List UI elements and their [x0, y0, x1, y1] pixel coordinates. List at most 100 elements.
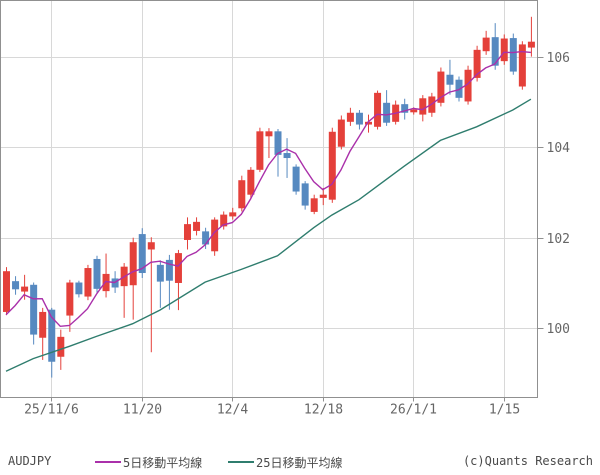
candle — [184, 217, 191, 250]
candle-body — [365, 121, 372, 125]
candle-body — [274, 131, 282, 155]
candle — [365, 114, 372, 133]
candle-body — [138, 234, 146, 274]
candle-body — [193, 221, 201, 231]
symbol-label: AUDJPY — [8, 454, 52, 468]
candle-body — [319, 194, 327, 198]
candle — [301, 181, 309, 210]
candle — [500, 34, 508, 65]
candle-body — [220, 214, 228, 227]
candle — [48, 307, 56, 378]
candle-body — [410, 109, 418, 113]
candle — [446, 59, 454, 95]
candle-body — [156, 264, 164, 282]
copyright-label: (c)Quants Research — [462, 454, 593, 468]
candle — [355, 110, 363, 130]
candle-body — [346, 112, 354, 122]
candle-body — [292, 166, 300, 192]
candle — [220, 211, 228, 230]
plot-border — [0, 0, 538, 398]
candle-body — [383, 102, 391, 123]
candle-body — [48, 309, 56, 362]
candle-body — [473, 49, 481, 78]
candle — [174, 249, 182, 311]
candle — [93, 255, 101, 293]
candle — [346, 107, 354, 126]
candle — [3, 267, 10, 316]
candle — [256, 127, 264, 173]
candlesticks — [3, 16, 535, 378]
candle-body — [75, 282, 83, 295]
y-tick-label: 106 — [547, 51, 570, 66]
candle-body — [147, 242, 155, 250]
candle — [202, 227, 210, 250]
candle — [84, 264, 92, 301]
candle-body — [527, 41, 535, 48]
candle — [75, 280, 83, 298]
candle-body — [464, 69, 472, 102]
candle — [147, 237, 155, 353]
candle-body — [328, 131, 336, 200]
candle-body — [66, 282, 74, 316]
ma25-legend-swatch — [228, 461, 254, 463]
candle — [518, 41, 526, 90]
candle-body — [437, 71, 445, 103]
ma25-legend-label: 25日移動平均線 — [256, 456, 343, 470]
candle — [156, 260, 164, 308]
candle — [292, 164, 300, 195]
x-axis: 25/11/6 11/20 12/4 12/18 26/1/1 1/15 — [24, 397, 520, 418]
x-tick-label: 26/1/1 — [390, 403, 437, 418]
candle — [283, 138, 291, 178]
candle — [211, 217, 219, 256]
candle-body — [446, 74, 454, 85]
candle-body — [84, 268, 92, 297]
ma25-line — [5, 98, 532, 372]
candle-body — [229, 212, 237, 217]
candle — [482, 30, 490, 55]
ma5-legend-label: 5日移動平均線 — [123, 456, 203, 470]
candle-body — [39, 311, 47, 338]
candle — [401, 98, 409, 120]
candle — [238, 175, 246, 212]
x-tick-label: 1/15 — [489, 403, 520, 418]
candle — [120, 263, 128, 318]
candle-body — [265, 131, 273, 137]
candle-body — [401, 104, 409, 113]
candle — [30, 282, 38, 345]
candle — [473, 45, 481, 82]
candle-body — [518, 44, 526, 87]
candle-body — [202, 231, 210, 245]
candle-body — [301, 183, 309, 206]
candle-body — [30, 284, 38, 335]
candle — [491, 23, 499, 70]
candle — [12, 276, 20, 295]
candle-body — [355, 112, 363, 125]
y-tick-label: 100 — [547, 322, 570, 337]
candle — [509, 33, 517, 75]
candle-body — [129, 242, 137, 286]
candle — [383, 90, 391, 126]
candle-body — [337, 119, 345, 147]
candle — [138, 228, 146, 278]
candle-body — [3, 271, 10, 312]
y-tick-label: 102 — [547, 232, 570, 247]
gridlines — [0, 0, 538, 398]
candle — [328, 127, 336, 203]
candle-body — [491, 37, 499, 66]
candle-body — [419, 98, 427, 115]
candle — [337, 115, 345, 150]
candle — [527, 16, 535, 57]
candle — [437, 67, 445, 107]
ma5-legend-swatch — [95, 461, 121, 463]
candle-body — [256, 131, 264, 170]
x-tick-label: 11/20 — [123, 403, 162, 418]
x-tick-label: 12/4 — [217, 403, 248, 418]
candle-body — [509, 38, 517, 72]
candle — [265, 128, 273, 159]
candle — [129, 237, 137, 320]
candle — [464, 65, 472, 105]
y-axis: 100 102 104 106 — [537, 51, 570, 337]
candle-body — [93, 258, 101, 289]
ma5-line — [5, 50, 531, 328]
